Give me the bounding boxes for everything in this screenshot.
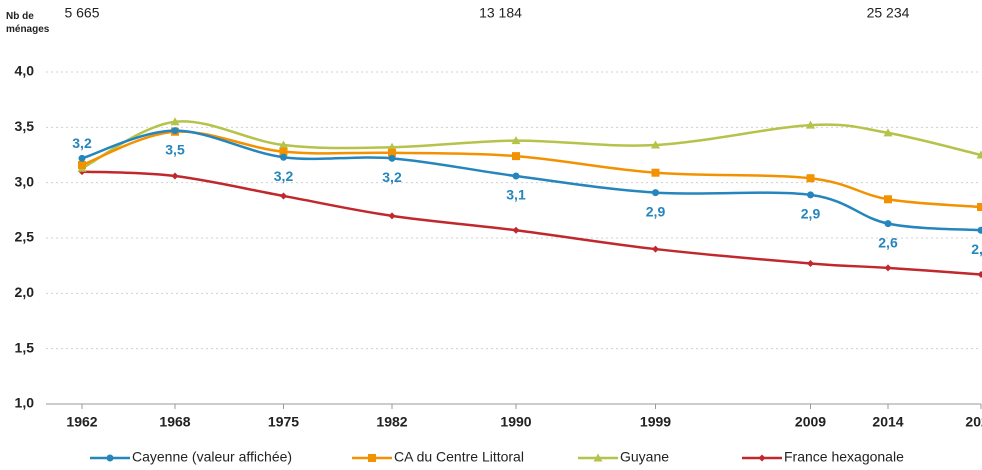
x-tick-label: 1990: [500, 414, 531, 430]
data-label: 3,2: [274, 168, 294, 184]
x-tick-label: 1999: [640, 414, 671, 430]
y-tick-label: 3,5: [15, 118, 35, 134]
x-tick-label: 1982: [376, 414, 407, 430]
data-label: 3,5: [165, 141, 185, 157]
marker: [280, 153, 287, 161]
marker: [807, 259, 814, 267]
marker: [977, 271, 982, 279]
y-axis-label: Nb de ménages: [6, 11, 50, 35]
legend-label: France hexagonale: [784, 449, 904, 465]
marker: [976, 150, 982, 159]
y-tick-label: 1,5: [15, 339, 35, 355]
series-line: [81, 129, 982, 232]
x-tick-label: 2014: [872, 414, 903, 430]
marker: [806, 174, 815, 183]
marker: [512, 152, 520, 161]
marker: [171, 127, 179, 135]
annotation: 25 234: [867, 5, 910, 21]
marker: [388, 148, 396, 157]
legend-item: Cayenne (valeur affichée): [90, 449, 292, 465]
marker: [512, 172, 520, 180]
marker: [170, 117, 180, 126]
marker: [78, 160, 86, 169]
y-tick-label: 3,0: [15, 173, 35, 189]
marker: [106, 454, 114, 462]
marker: [977, 203, 982, 212]
data-label: 3,2: [72, 135, 92, 151]
x-tick-label: 2009: [795, 414, 826, 430]
marker: [884, 220, 892, 228]
data-label: 2,6: [878, 234, 898, 250]
x-tick-label: 1968: [159, 414, 190, 430]
marker: [387, 142, 397, 151]
marker: [512, 226, 520, 234]
data-label: 3,2: [382, 169, 402, 185]
legend-label: Guyane: [620, 449, 669, 465]
series-line: [81, 130, 982, 209]
legend-item: Guyane: [578, 449, 669, 465]
marker: [78, 154, 86, 162]
marker: [593, 453, 603, 462]
marker: [884, 264, 892, 272]
marker: [884, 195, 892, 204]
x-tick-label: 2020: [965, 414, 982, 430]
marker: [652, 245, 659, 253]
series-line: [81, 120, 982, 170]
marker: [883, 128, 893, 137]
data-label: 2,9: [801, 206, 821, 222]
marker: [511, 136, 521, 145]
data-label: 3,1: [506, 187, 526, 203]
marker: [279, 140, 288, 149]
legend-label: CA du Centre Littoral: [394, 449, 524, 465]
legend-item: France hexagonale: [742, 449, 904, 465]
marker: [806, 120, 815, 129]
marker: [807, 191, 814, 199]
y-tick-label: 2,0: [15, 284, 35, 300]
legend-label: Cayenne (valeur affichée): [132, 449, 292, 465]
marker: [388, 212, 396, 220]
marker: [651, 168, 660, 177]
y-tick-label: 2,5: [15, 229, 35, 245]
y-tick-label: 1,0: [15, 395, 35, 411]
x-tick-label: 1975: [268, 414, 299, 430]
marker: [652, 189, 659, 197]
marker: [758, 454, 766, 462]
x-tick-label: 1962: [66, 414, 97, 430]
marker: [171, 172, 179, 180]
marker: [280, 192, 287, 200]
marker: [368, 454, 376, 462]
marker: [279, 147, 288, 156]
data-label: 2,9: [646, 203, 666, 219]
y-tick-label: 4,0: [15, 63, 35, 79]
marker: [977, 226, 982, 234]
marker: [651, 140, 660, 149]
annotation: 5 665: [64, 5, 99, 21]
annotation: 13 184: [479, 5, 522, 21]
data-label: 2,6: [971, 241, 982, 257]
marker: [388, 154, 396, 162]
legend-item: CA du Centre Littoral: [352, 449, 524, 465]
